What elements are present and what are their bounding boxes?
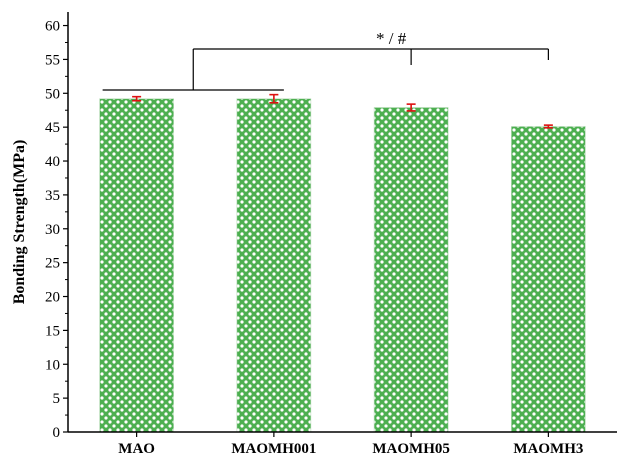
y-tick-label: 25: [45, 256, 60, 272]
bar: [99, 98, 174, 433]
bars-group: [99, 98, 586, 433]
y-tick-label: 45: [45, 120, 60, 136]
y-tick-label: 35: [45, 188, 60, 204]
y-tick-label: 20: [45, 290, 60, 306]
x-tick-label: MAOMH3: [513, 441, 583, 456]
y-tick-label: 40: [45, 154, 60, 170]
y-tick-label: 10: [45, 357, 60, 373]
significance-bracket: * / #: [102, 29, 549, 91]
x-tick-label: MAOMH05: [372, 441, 449, 456]
y-tick-label: 5: [53, 391, 61, 407]
axes-group: 0 5 10 15 20 25 30 35 40 45 50 55 60 MAO MAOMH001 MAOMH…: [45, 12, 617, 456]
y-tick-label: 60: [45, 19, 60, 35]
bar: [236, 98, 312, 433]
x-tick-label: MAO: [118, 441, 155, 456]
y-tick-label: 30: [45, 222, 60, 238]
significance-label: * / #: [376, 29, 407, 48]
y-tick-label: 0: [53, 425, 61, 441]
bar: [373, 107, 449, 433]
y-tick-label: 55: [45, 52, 60, 68]
y-axis-title: Bonding Strength(MPa): [11, 140, 28, 305]
y-tick-label: 15: [45, 323, 60, 339]
x-tick-label: MAOMH001: [231, 441, 316, 456]
y-tick-label: 50: [45, 86, 60, 102]
bar: [511, 126, 586, 433]
error-bars-group: [132, 93, 553, 129]
